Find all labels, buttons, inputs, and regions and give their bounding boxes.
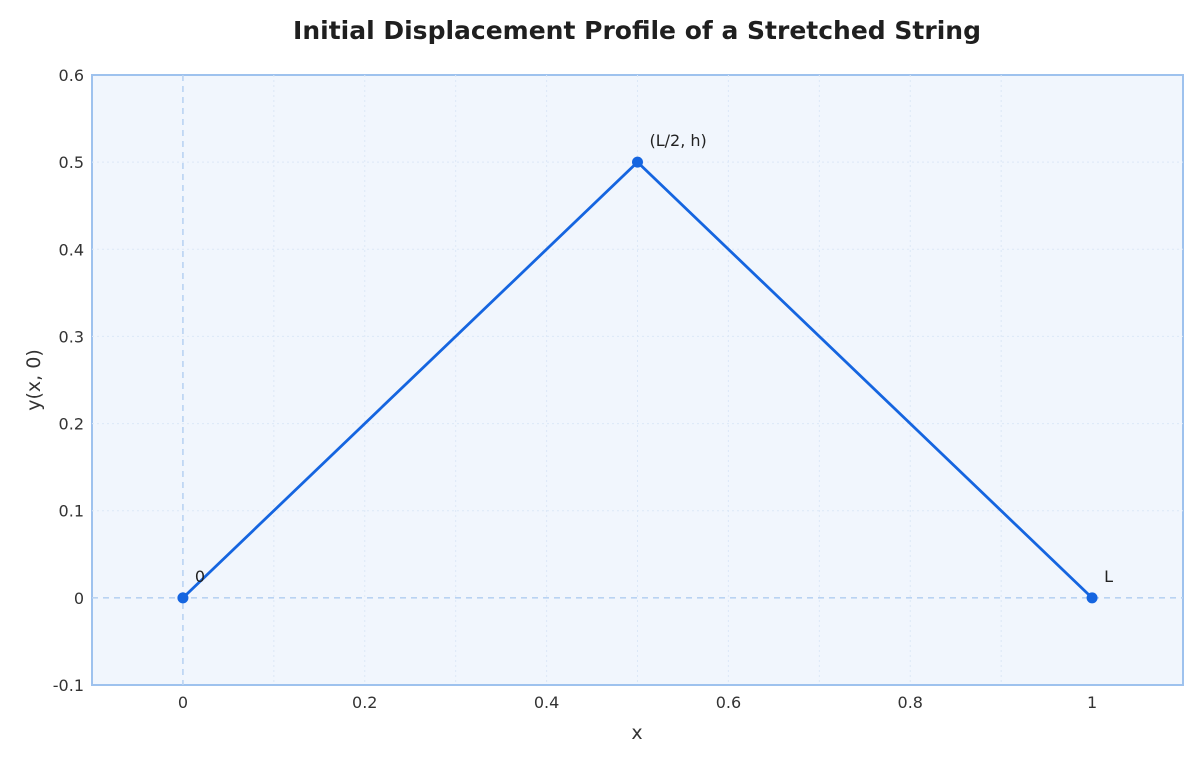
annotation-label-2: L <box>1104 567 1113 586</box>
y-tick-label-2: 0.1 <box>59 502 84 521</box>
reference-lines <box>92 75 1183 685</box>
y-tick-label-7: 0.6 <box>59 66 84 85</box>
series-layer <box>177 156 1098 604</box>
y-tick-label-4: 0.3 <box>59 327 84 346</box>
x-tick-labels: 0 0.2 0.4 0.6 0.8 1 <box>178 693 1097 712</box>
annotation-label-1: (L/2, h) <box>650 131 707 150</box>
annotation-label-0: 0 <box>195 567 205 586</box>
y-tick-labels: -0.1 0 0.1 0.2 0.3 0.4 0.5 0.6 <box>53 66 84 695</box>
x-tick-label-5: 1 <box>1087 693 1097 712</box>
chart-title: Initial Displacement Profile of a Stretc… <box>293 16 981 45</box>
x-tick-label-2: 0.4 <box>534 693 559 712</box>
x-tick-label-3: 0.6 <box>716 693 741 712</box>
y-tick-label-6: 0.5 <box>59 153 84 172</box>
x-tick-label-1: 0.2 <box>352 693 377 712</box>
y-axis-label: y(x, 0) <box>23 349 45 410</box>
y-tick-label-3: 0.2 <box>59 415 84 434</box>
x-tick-label-4: 0.8 <box>898 693 923 712</box>
x-axis-label: x <box>631 722 642 744</box>
y-tick-label-0: -0.1 <box>53 676 84 695</box>
data-point-2 <box>1086 592 1098 604</box>
y-tick-label-5: 0.4 <box>59 240 84 259</box>
x-tick-label-0: 0 <box>178 693 188 712</box>
y-tick-label-1: 0 <box>74 589 84 608</box>
data-point-1 <box>632 156 643 168</box>
annotation-layer: 0 (L/2, h) L <box>195 131 1113 586</box>
data-point-0 <box>177 592 189 604</box>
